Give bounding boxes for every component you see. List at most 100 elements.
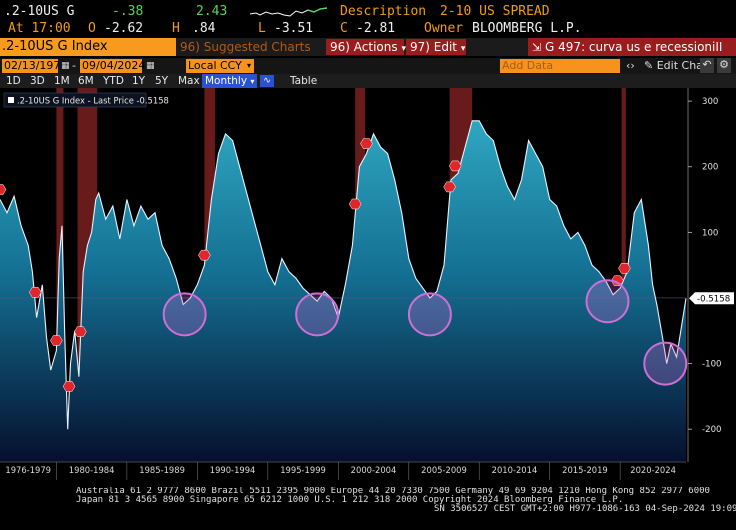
inversion-circle-0	[162, 292, 207, 337]
line-chart-icon[interactable]: ∿	[260, 75, 274, 87]
x-tick-label-4: 1995-1999	[280, 465, 326, 475]
last-price-tag: -0.5158	[689, 292, 734, 305]
inversion-circle-1	[295, 292, 340, 337]
recession-marker-2	[50, 335, 63, 346]
recession-marker-4	[74, 326, 87, 337]
collapse-icon[interactable]: ‹›	[626, 59, 635, 72]
edit-chart-label: Edit Chart	[656, 59, 712, 72]
recession-marker-7	[360, 138, 373, 149]
chart-title-icon: ⇲	[532, 41, 542, 54]
chart-area: 300 200 100 -100 -200 1976-1979 1980-1984 1985…	[0, 88, 736, 487]
spread-area	[0, 120, 686, 463]
end-calendar-icon[interactable]: ▦	[146, 61, 155, 71]
high-value: .84	[192, 21, 216, 36]
owner-value: BLOOMBERG L.P.	[472, 21, 582, 36]
spread-line	[0, 120, 687, 430]
legend-label: .2-10US G Index - Last Price -0.5158	[17, 96, 169, 106]
table-button[interactable]: Table	[290, 75, 318, 87]
recession-marker-3	[62, 381, 76, 392]
period-1m[interactable]: 1M	[54, 75, 70, 87]
x-tick-label-7: 2010-2014	[492, 465, 538, 475]
gear-icon[interactable]: ⚙	[717, 58, 731, 73]
owner-label: Owner	[424, 21, 464, 36]
frequency-caret-icon: ▾	[250, 77, 255, 86]
ticker-label: .2-10US G	[4, 4, 75, 19]
x-tick-label-8: 2015-2019	[562, 465, 608, 475]
actions-label: 96) Actions	[330, 40, 398, 54]
suggested-charts-button[interactable]: 96) Suggested Charts	[180, 40, 311, 54]
edit-chart-button[interactable]: ✎ Edit Chart	[644, 59, 712, 73]
period-1d[interactable]: 1D	[6, 75, 21, 87]
frequency-select[interactable]: Monthly ▾	[202, 74, 258, 88]
x-tick-label-0: 1976-1979	[5, 465, 51, 475]
start-date-field[interactable]: 02/13/1970	[2, 59, 68, 73]
footer-line-3: SN 3506527 CEST GMT+2:00 H977-1086-163 0…	[434, 504, 736, 514]
footer-line-1: Australia 61 2 9777 8600 Brazil 5511 239…	[76, 487, 710, 496]
date-separator: -	[72, 59, 76, 72]
recession-marker-11	[618, 263, 631, 274]
pencil-icon: ✎	[644, 59, 654, 72]
open-value: -2.62	[104, 21, 144, 36]
y-tick-label-1: 200	[702, 163, 718, 173]
currency-label: Local CCY	[188, 59, 242, 72]
edit-caret-icon: ▾	[460, 44, 466, 54]
sparkline-icon	[250, 7, 328, 17]
recession-marker-9	[448, 160, 462, 172]
close-label: C	[340, 21, 348, 36]
currency-caret-icon: ▾	[246, 61, 251, 70]
low-label: L	[258, 21, 266, 36]
security-field[interactable]: .2-10US G Index	[0, 38, 176, 56]
currency-select[interactable]: Local CCY ▾	[186, 59, 254, 73]
recession-marker-5	[198, 249, 211, 261]
footer: Australia 61 2 9777 8600 Brazil 5511 239…	[0, 487, 736, 530]
edit-label: 97) Edit	[410, 40, 458, 54]
price-value: 2.43	[196, 4, 228, 19]
chart-title-button[interactable]: ⇲ G 497: curva us e recessioniII	[528, 38, 736, 56]
period-max[interactable]: Max	[178, 75, 200, 87]
footer-line-2: Japan 81 3 4565 8900 Singapore 65 6212 1…	[76, 495, 624, 505]
inversion-circle-2	[407, 292, 452, 337]
edit-button[interactable]: 97) Edit ▾	[406, 39, 466, 55]
recession-marker-0	[0, 184, 7, 195]
frequency-label: Monthly	[205, 75, 248, 87]
time-label: At 17:00	[8, 21, 71, 36]
recession-marker-10	[611, 275, 624, 286]
recession-markers	[0, 138, 631, 392]
period-6m[interactable]: 6M	[78, 75, 94, 87]
period-ytd[interactable]: YTD	[103, 75, 124, 87]
period-3d[interactable]: 3D	[30, 75, 45, 87]
x-tick-label-1: 1980-1984	[69, 465, 115, 475]
inversion-circles	[162, 279, 688, 386]
undo-icon[interactable]: ↶	[700, 58, 714, 73]
period-row: 1D 3D 1M 6M YTD 1Y 5Y Max Monthly ▾ ∿ Ta…	[0, 74, 736, 88]
actions-caret-icon: ▾	[401, 44, 406, 54]
quote-row-2: At 17:00 O -2.62 H .84 L -3.51 C -2.81 O…	[0, 21, 736, 38]
legend-swatch	[8, 97, 14, 103]
start-calendar-icon[interactable]: ▦	[61, 61, 70, 71]
x-axis: 1976-1979 1980-1984 1985-1989 1990-1994 1995…	[0, 461, 686, 480]
title-bar: .2-10US G Index 96) Suggested Charts 96)…	[0, 38, 736, 56]
end-date-field[interactable]: 09/04/2024	[80, 59, 146, 73]
x-tick-label-2: 1985-1989	[139, 465, 185, 475]
low-value: -3.51	[274, 21, 314, 36]
x-tick-label-6: 2005-2009	[421, 465, 467, 475]
recession-marker-8	[443, 181, 456, 193]
inversion-circle-4	[643, 341, 688, 386]
y-tick-label-4: -200	[702, 425, 722, 435]
quote-row-1: .2-10US G -.38 2.43 Description 2-10 US …	[0, 4, 736, 21]
close-value: -2.81	[356, 21, 396, 36]
open-label: O	[88, 21, 96, 36]
period-1y[interactable]: 1Y	[132, 75, 146, 87]
date-row: 02/13/1970 ▦ - 09/04/2024 ▦ Local CCY ▾ …	[0, 58, 736, 74]
actions-button[interactable]: 96) Actions ▾	[326, 39, 406, 55]
description-value: 2-10 US SPREAD	[440, 4, 550, 19]
x-tick-label-3: 1990-1994	[210, 465, 256, 475]
add-data-input[interactable]: Add Data	[500, 59, 620, 73]
period-5y[interactable]: 5Y	[155, 75, 169, 87]
y-tick-label-2: 100	[702, 228, 718, 238]
y-axis: 300 200 100 -100 -200	[687, 88, 722, 462]
y-tick-label-0: 300	[702, 97, 718, 107]
x-tick-label-9: 2020-2024	[630, 465, 676, 475]
x-tick-label-5: 2000-2004	[351, 465, 397, 475]
legend-box	[3, 92, 147, 108]
